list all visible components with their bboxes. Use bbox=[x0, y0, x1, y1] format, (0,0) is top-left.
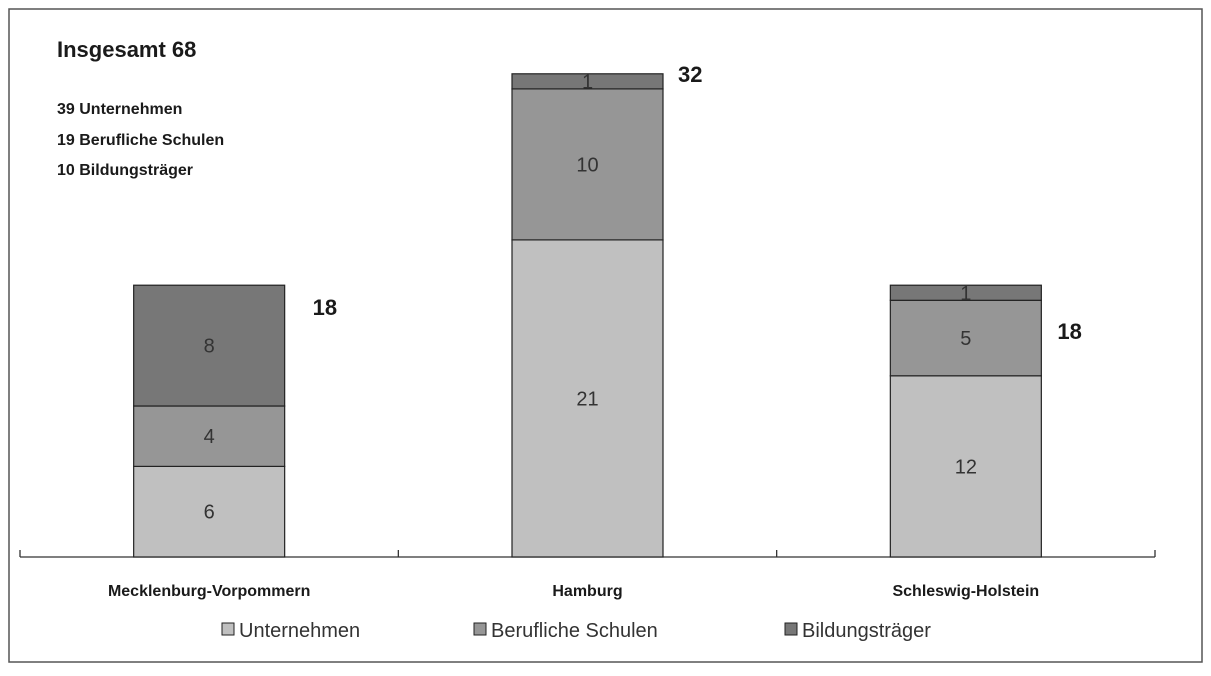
legend-swatch-bildungstraeger bbox=[784, 622, 798, 636]
summary-title: Insgesamt 68 bbox=[57, 37, 196, 62]
data-label-mecklenburg-vorpommern-berufliche-schulen: 4 bbox=[204, 426, 215, 448]
legend-label-berufliche-schulen: Berufliche Schulen bbox=[491, 620, 658, 642]
data-label-schleswig-holstein-unternehmen: 12 bbox=[955, 456, 977, 478]
category-label-mecklenburg-vorpommern: Mecklenburg-Vorpommern bbox=[108, 583, 310, 600]
summary-line-bildungstraeger: 10 Bildungsträger bbox=[57, 162, 193, 179]
bar-segment-hamburg-unternehmen bbox=[511, 239, 664, 558]
bar-segment-mecklenburg-vorpommern-unternehmen bbox=[133, 465, 286, 558]
summary-line-berufliche-schulen: 19 Berufliche Schulen bbox=[57, 132, 224, 149]
total-label-schleswig-holstein: 18 bbox=[1057, 319, 1081, 344]
data-label-hamburg-unternehmen: 21 bbox=[576, 388, 598, 410]
legend-swatch-berufliche-schulen bbox=[473, 622, 487, 636]
data-label-mecklenburg-vorpommern-bildungstraeger: 8 bbox=[204, 336, 215, 358]
legend-label-unternehmen: Unternehmen bbox=[239, 620, 360, 642]
total-label-hamburg: 32 bbox=[678, 62, 702, 87]
bars bbox=[133, 73, 1042, 558]
data-labels: 6 4 8 18 Mecklenburg-Vorpommern 21 10 1 32 Hambur… bbox=[108, 62, 1082, 600]
total-label-mecklenburg-vorpommern: 18 bbox=[313, 295, 337, 320]
category-label-hamburg: Hamburg bbox=[552, 583, 622, 600]
data-label-mecklenburg-vorpommern-unternehmen: 6 bbox=[204, 502, 215, 524]
bar-segment-schleswig-holstein-bildungstraeger bbox=[889, 284, 1042, 301]
category-label-schleswig-holstein: Schleswig-Holstein bbox=[892, 583, 1039, 600]
data-label-schleswig-holstein-berufliche-schulen: 5 bbox=[960, 328, 971, 350]
legend: Unternehmen Berufliche Schulen Bildungsträ… bbox=[221, 620, 931, 642]
data-label-schleswig-holstein-bildungstraeger: 1 bbox=[960, 283, 971, 305]
legend-swatch-unternehmen bbox=[221, 622, 235, 636]
summary-line-unternehmen: 39 Unternehmen bbox=[57, 101, 182, 118]
bar-segment-hamburg-bildungstraeger bbox=[511, 73, 664, 90]
legend-label-bildungstraeger: Bildungsträger bbox=[802, 620, 931, 642]
data-label-hamburg-bildungstraeger: 1 bbox=[582, 71, 593, 93]
bar-segment-mecklenburg-vorpommern-bildungstraeger bbox=[133, 284, 286, 407]
bar-segment-schleswig-holstein-berufliche-schulen bbox=[889, 299, 1042, 377]
data-label-hamburg-berufliche-schulen: 10 bbox=[576, 154, 598, 176]
